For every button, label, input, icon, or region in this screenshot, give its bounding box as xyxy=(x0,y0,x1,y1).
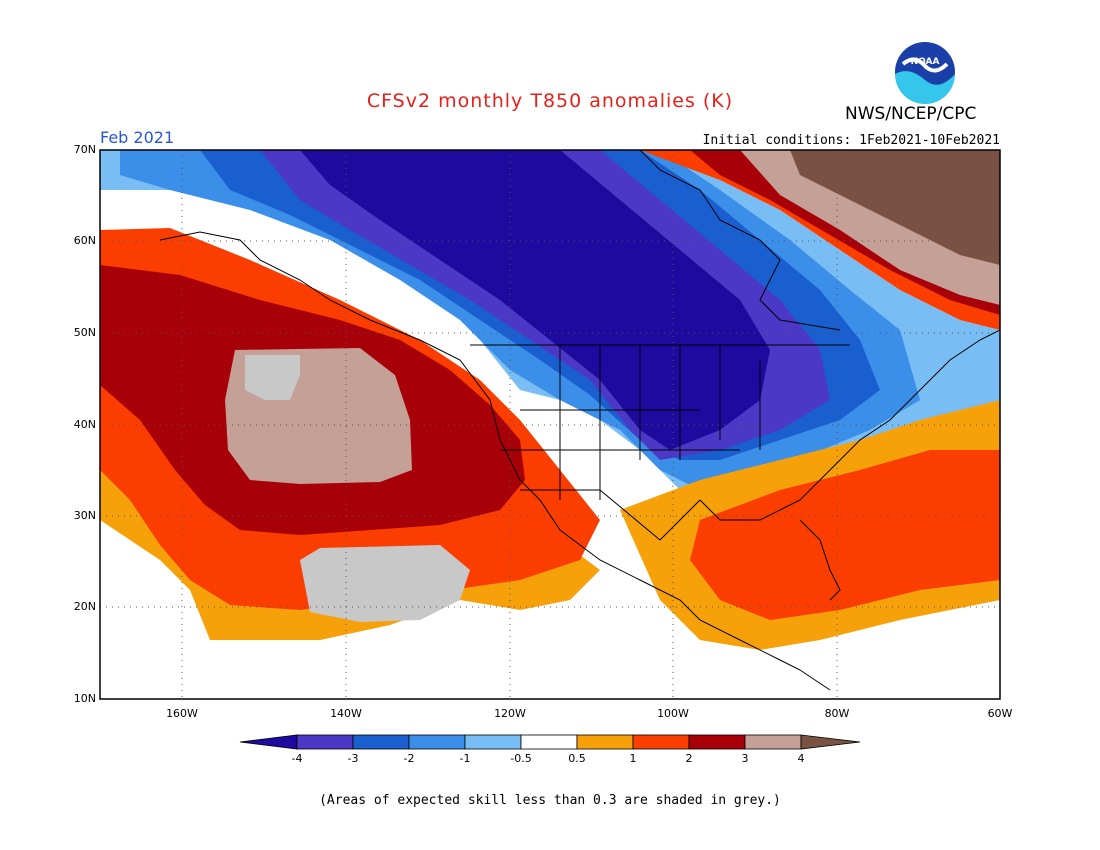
colorbar-tick-0.5: 0.5 xyxy=(568,752,586,765)
graticule xyxy=(100,150,1000,699)
skill-footnote: (Areas of expected skill less than 0.3 a… xyxy=(319,793,781,808)
anomaly-atlantic-red xyxy=(690,450,1000,620)
low-skill-grey-pacific xyxy=(245,355,300,400)
colorbar-segment-0.5-1 xyxy=(576,734,634,750)
lon-label-160w: 160W xyxy=(166,707,198,720)
colorbar-segment-neg4-neg3 xyxy=(296,734,354,750)
low-skill-grey-south xyxy=(300,545,470,622)
lon-label-140w: 140W xyxy=(330,707,362,720)
colorbar-segment-neg3-neg2 xyxy=(352,734,410,750)
lat-label-60n: 60N xyxy=(73,234,96,247)
colorbar-tick-neg1: -1 xyxy=(459,752,471,765)
noaa-logo: NOAA xyxy=(895,42,955,104)
colorbar-tick-3: 3 xyxy=(741,752,749,765)
lon-label-80w: 80W xyxy=(824,707,850,720)
forecast-month: Feb 2021 xyxy=(100,128,175,147)
lon-label-60w: 60W xyxy=(987,707,1013,720)
colorbar-tick-1: 1 xyxy=(629,752,637,765)
colorbar-tick-neg4: -4 xyxy=(291,752,303,765)
colorbar-tick-4: 4 xyxy=(797,752,805,765)
lat-label-40n: 40N xyxy=(73,418,96,431)
map-frame xyxy=(99,149,1001,700)
lat-label-50n: 50N xyxy=(73,326,96,339)
colorbar-tick-neg0.5: -0.5 xyxy=(510,752,532,765)
colorbar-segment-1-2 xyxy=(632,734,690,750)
lat-label-70n: 70N xyxy=(73,143,96,156)
anomaly-warm-arctic-brown xyxy=(790,150,1000,265)
colorbar-tick-neg2: -2 xyxy=(403,752,415,765)
political-borders xyxy=(470,344,850,541)
colorbar-segment-neg0.5-0.5 xyxy=(520,734,578,750)
agency-label: NWS/NCEP/CPC xyxy=(845,104,977,124)
colorbar-segment-neg2-neg1 xyxy=(408,734,466,750)
colorbar-segment-neg1-neg0.5 xyxy=(464,734,522,750)
colorbar-segment-above-4 xyxy=(800,734,861,750)
lat-label-10n: 10N xyxy=(73,692,96,705)
logo-text: NOAA xyxy=(911,57,940,67)
colorbar-segment-3-4 xyxy=(744,734,802,750)
lat-label-20n: 20N xyxy=(73,600,96,613)
colorbar-segment-below-neg4 xyxy=(239,734,298,750)
map-title: CFSv2 monthly T850 anomalies (K) xyxy=(366,90,734,112)
colorbar-segment-2-3 xyxy=(688,734,746,750)
colorbar-tick-2: 2 xyxy=(685,752,693,765)
lon-label-100w: 100W xyxy=(657,707,689,720)
colorbar-tick-neg3: -3 xyxy=(347,752,359,765)
coastlines xyxy=(159,150,1000,691)
lon-label-120w: 120W xyxy=(494,707,526,720)
lat-label-30n: 30N xyxy=(73,509,96,522)
initial-conditions: Initial conditions: 1Feb2021-10Feb2021 xyxy=(702,133,1000,148)
anomaly-neg4-core xyxy=(300,150,770,450)
